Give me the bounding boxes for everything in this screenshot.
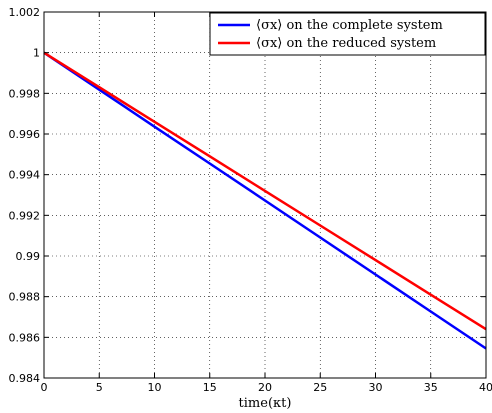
- legend-box: [209, 12, 486, 56]
- series-line-reduced-system: [43, 51, 487, 331]
- x-tick-label: 30: [369, 381, 383, 394]
- y-tick-label: 0.992: [9, 209, 41, 222]
- x-tick-label: 15: [203, 381, 217, 394]
- x-tick-label: 20: [258, 381, 272, 394]
- axis-tick-labels: 0 5 10 15 20 25 30 35 40 0.984 0.986 0.988 0.99 0.992…: [9, 6, 492, 394]
- y-tick-label: 0.99: [16, 250, 41, 263]
- y-tick-label: 1: [33, 47, 40, 60]
- x-tick-label: 25: [313, 381, 327, 394]
- y-tick-label: 0.998: [9, 87, 41, 100]
- y-tick-label: 0.994: [9, 169, 41, 182]
- y-tick-label: 0.984: [9, 372, 41, 385]
- x-tick-label: 40: [479, 381, 492, 394]
- x-tick-label: 35: [424, 381, 438, 394]
- y-tick-label: 1.002: [9, 6, 41, 19]
- series-layer: [43, 51, 487, 350]
- legend-label-reduced-system: ⟨σx⟩ on the reduced system: [256, 36, 436, 51]
- y-tick-label: 0.996: [9, 128, 41, 141]
- y-tick-label: 0.988: [9, 291, 41, 304]
- x-axis-label: time(κt): [239, 396, 292, 411]
- series-line-complete-system: [43, 51, 487, 350]
- y-tick-label: 0.986: [9, 331, 41, 344]
- legend-label-complete-system: ⟨σx⟩ on the complete system: [256, 18, 443, 33]
- legend: ⟨σx⟩ on the complete system ⟨σx⟩ on the …: [209, 12, 486, 56]
- x-tick-label: 0: [41, 381, 48, 394]
- x-tick-label: 10: [148, 381, 162, 394]
- x-tick-label: 5: [96, 381, 103, 394]
